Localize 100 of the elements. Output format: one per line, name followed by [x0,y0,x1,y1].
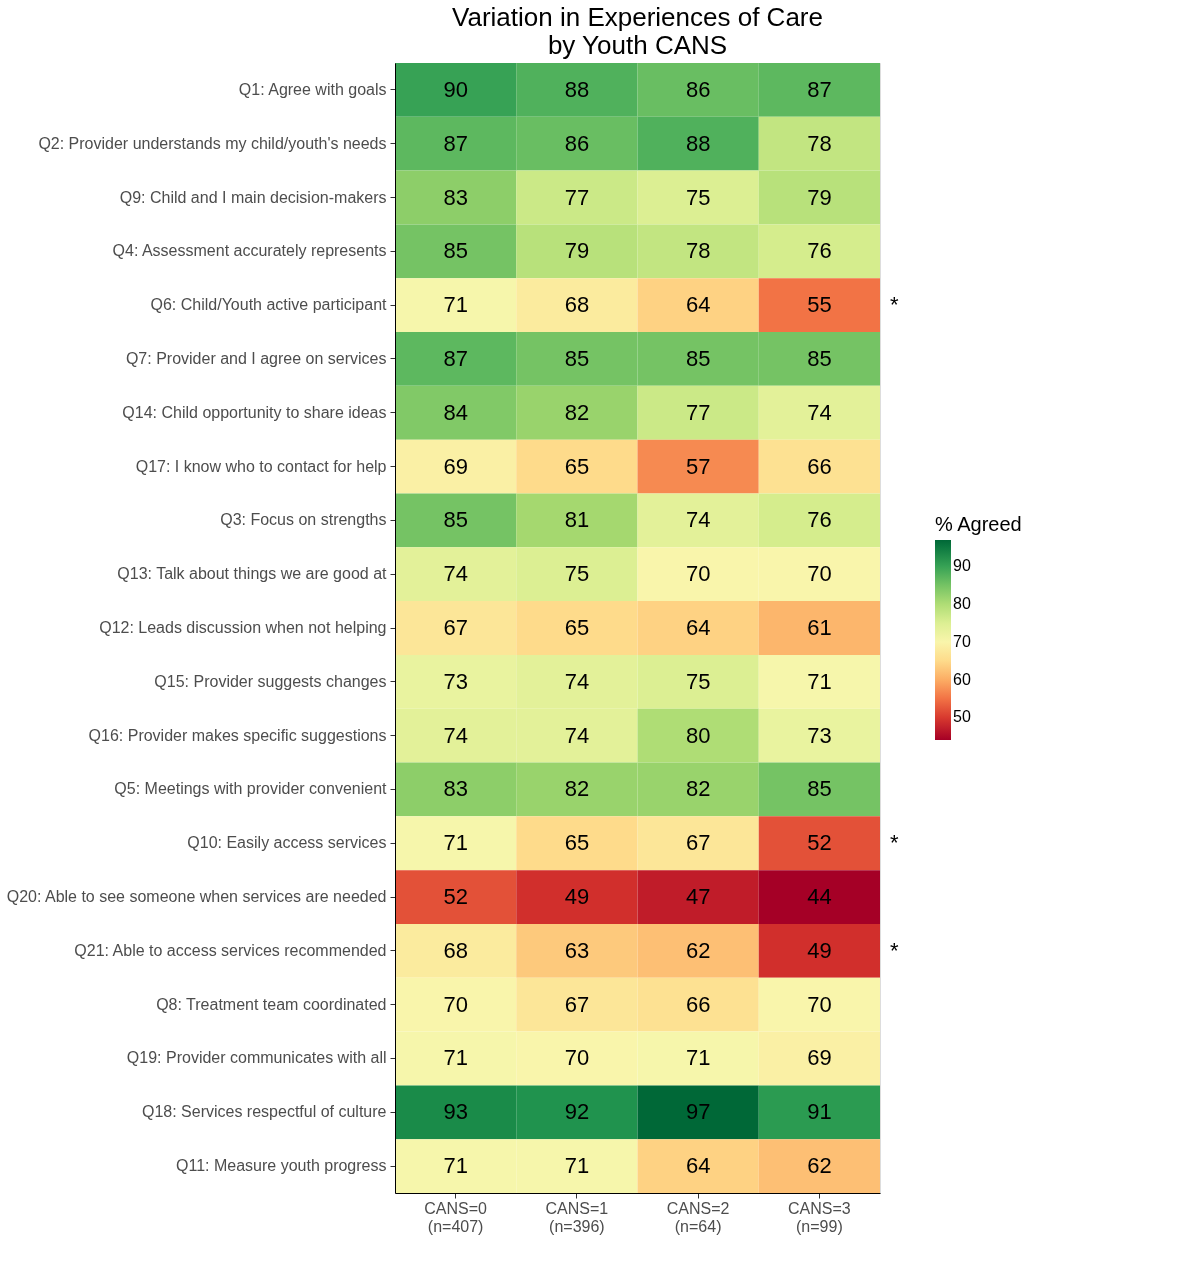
data-label: 81 [564,507,590,533]
data-label: 70 [685,561,711,587]
data-label: 79 [564,238,590,264]
data-label: 78 [807,130,832,156]
data-label: 63 [564,937,590,963]
y-tick-label: Q9: Child and I main decision-makers [119,188,387,206]
color-bar-label: 60 [953,670,971,688]
data-label: 74 [564,668,590,694]
data-label: 69 [807,1045,832,1071]
data-label: 66 [685,991,711,1017]
data-label: 82 [564,776,590,802]
data-label: 93 [443,1099,468,1125]
y-tick-label: Q21: Able to access services recommended [74,941,387,959]
data-label: 78 [685,238,711,264]
data-label: 86 [685,76,711,102]
chart-title: Variation in Experiences of Care by Youth CANS [452,2,823,60]
data-label: 85 [807,776,832,802]
data-label: 83 [443,184,468,210]
data-label: 97 [685,1099,711,1125]
data-label: 85 [443,507,468,533]
data-label: 91 [807,1099,832,1125]
color-bar-label: 70 [953,632,971,650]
data-label: 82 [685,776,711,802]
data-label: 67 [564,991,590,1017]
data-label: 70 [807,991,832,1017]
y-tick-label: Q2: Provider understands my child/youth's needs [38,134,387,152]
data-label: 75 [685,184,711,210]
data-label: 62 [685,937,711,963]
data-label: 77 [685,399,711,425]
data-label: 68 [564,292,590,318]
data-label: 82 [564,399,590,425]
data-label: 84 [443,399,468,425]
data-label: 64 [685,292,711,318]
x-tick-label: CANS=0 (n=407) [424,1199,488,1235]
data-label: 47 [685,884,711,910]
data-label: 76 [807,238,832,264]
data-label: 44 [807,884,832,910]
y-tick-label: Q13: Talk about things we are good at [117,565,388,583]
data-label: 55 [807,292,832,318]
data-label: 71 [443,830,468,856]
data-label: 83 [443,776,468,802]
y-tick-label: Q19: Provider communicates with all [126,1049,387,1067]
color-bar-label: 50 [953,708,971,726]
y-tick-label: Q8: Treatment team coordinated [156,995,387,1013]
y-tick-label: Q15: Provider suggests changes [154,672,387,690]
data-label: 87 [807,76,832,102]
data-label: 52 [443,884,468,910]
data-label: 65 [564,615,590,640]
y-tick-label: Q11: Measure youth progress [176,1157,387,1175]
color-bar-label: 90 [953,557,971,575]
y-tick-label: Q17: I know who to contact for help [135,457,387,475]
data-label: 71 [807,668,832,694]
data-label: 62 [807,1153,832,1179]
data-label: 61 [807,615,832,640]
legend-title: % Agreed [935,513,1022,535]
data-label: 86 [564,130,590,156]
x-tick-label: CANS=2 (n=64) [666,1199,730,1235]
y-tick-label: Q20: Able to see someone when services are needed [6,888,387,906]
y-tick-label: Q16: Provider makes specific suggestions [88,726,387,744]
y-tick-label: Q6: Child/Youth active participant [150,296,388,314]
data-label: 49 [564,884,590,910]
data-label: 71 [685,1045,711,1071]
data-label: 85 [443,238,468,264]
data-label: 79 [807,184,832,210]
y-tick-label: Q5: Meetings with provider convenient [114,780,388,798]
data-label: 67 [443,615,468,640]
data-label: 64 [685,1153,711,1179]
data-label: 49 [807,937,832,963]
text: * [890,292,899,318]
data-label: 77 [564,184,590,210]
data-label: 73 [807,722,832,748]
data-label: 80 [685,722,711,748]
data-label: 88 [685,130,711,156]
data-label: 90 [443,76,468,102]
data-label: 70 [807,561,832,587]
data-label: 52 [807,830,832,856]
y-tick-label: Q10: Easily access services [187,834,387,852]
data-label: 70 [564,1045,590,1071]
text: * [890,937,899,963]
data-label: 69 [443,453,468,479]
data-label: 85 [807,345,832,371]
data-label: 92 [564,1099,590,1125]
data-label: 74 [564,722,590,748]
data-label: 67 [685,830,711,856]
data-label: 75 [685,668,711,694]
color-bar-label: 80 [953,595,971,613]
data-label: 85 [564,345,590,371]
x-tick-label: CANS=3 (n=99) [788,1199,851,1235]
y-tick-label: Q1: Agree with goals [238,80,387,98]
y-tick-label: Q14: Child opportunity to share ideas [122,403,387,421]
data-label: 74 [807,399,832,425]
data-label: 74 [443,561,468,587]
data-label: 74 [443,722,468,748]
y-tick-label: Q18: Services respectful of culture [141,1103,387,1121]
data-label: 57 [685,453,711,479]
data-label: 66 [807,453,832,479]
data-label: 65 [564,453,590,479]
data-label: 73 [443,668,468,694]
y-tick-label: Q3: Focus on strengths [220,511,387,529]
data-label: 71 [443,1045,468,1071]
